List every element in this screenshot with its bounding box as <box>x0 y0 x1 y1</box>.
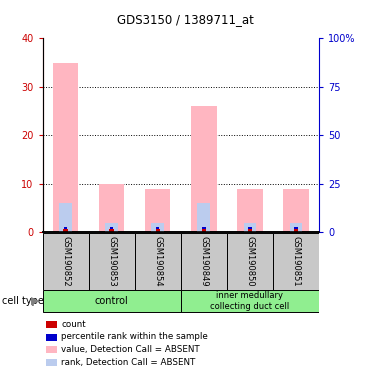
Text: GSM190853: GSM190853 <box>107 236 116 287</box>
Bar <box>63 229 68 232</box>
Bar <box>64 227 67 229</box>
Text: GDS3150 / 1389711_at: GDS3150 / 1389711_at <box>117 13 254 26</box>
Bar <box>151 223 164 232</box>
Bar <box>109 229 114 232</box>
Text: GSM190854: GSM190854 <box>153 236 162 287</box>
Bar <box>191 106 217 232</box>
Bar <box>43 233 89 290</box>
Bar <box>295 227 298 229</box>
Bar <box>248 229 252 232</box>
Text: count: count <box>61 319 86 329</box>
Bar <box>201 229 206 232</box>
Bar <box>197 203 210 232</box>
Bar <box>105 223 118 232</box>
Bar <box>145 189 171 232</box>
Bar <box>89 233 135 290</box>
Text: value, Detection Call = ABSENT: value, Detection Call = ABSENT <box>61 345 200 354</box>
Bar <box>202 227 206 229</box>
Bar <box>99 184 124 232</box>
Bar <box>294 229 298 232</box>
Bar <box>155 229 160 232</box>
Text: GSM190852: GSM190852 <box>61 236 70 287</box>
Text: GSM190849: GSM190849 <box>199 236 209 287</box>
Text: control: control <box>95 296 129 306</box>
Bar <box>273 233 319 290</box>
Bar <box>156 227 160 229</box>
Bar <box>53 63 78 232</box>
Bar <box>243 223 256 232</box>
Bar <box>248 227 252 229</box>
Bar <box>181 290 319 312</box>
Text: GSM190850: GSM190850 <box>246 236 255 287</box>
Text: ▶: ▶ <box>31 296 39 306</box>
Bar <box>43 290 181 312</box>
Text: cell type: cell type <box>2 296 44 306</box>
Bar <box>181 233 227 290</box>
Bar <box>135 233 181 290</box>
Bar <box>283 189 309 232</box>
Bar <box>110 227 114 229</box>
Bar <box>290 223 302 232</box>
Text: rank, Detection Call = ABSENT: rank, Detection Call = ABSENT <box>61 358 196 367</box>
Bar <box>237 189 263 232</box>
Text: GSM190851: GSM190851 <box>292 236 301 287</box>
Bar <box>227 233 273 290</box>
Text: percentile rank within the sample: percentile rank within the sample <box>61 332 208 341</box>
Bar <box>59 203 72 232</box>
Text: inner medullary
collecting duct cell: inner medullary collecting duct cell <box>210 291 290 311</box>
